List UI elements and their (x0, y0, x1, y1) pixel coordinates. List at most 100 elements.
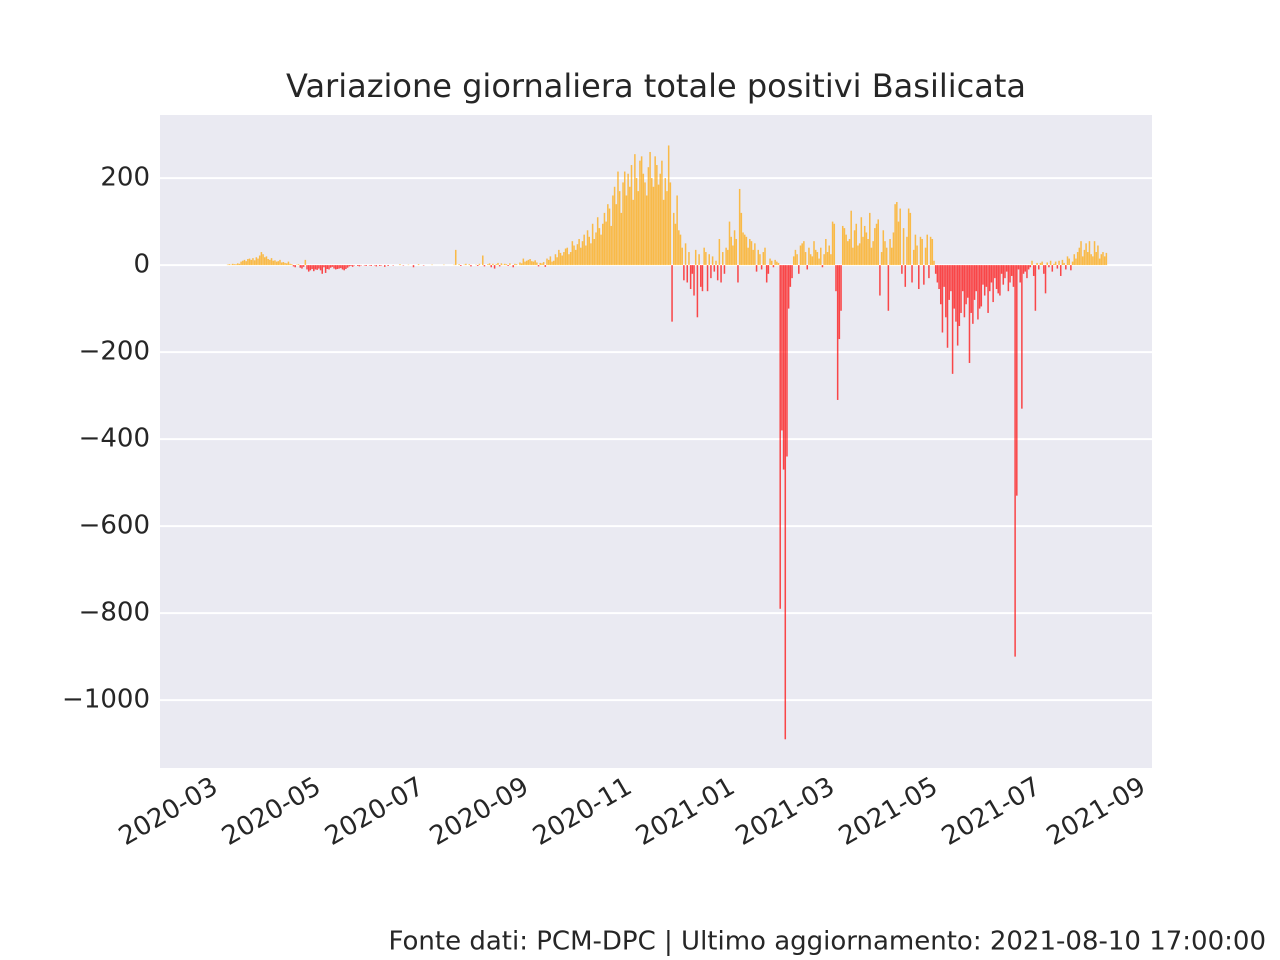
bar (877, 219, 879, 266)
bar (1093, 241, 1096, 266)
bar (1071, 261, 1074, 266)
bar (725, 247, 727, 266)
bar (657, 184, 660, 266)
bar (1044, 265, 1047, 294)
bar (1036, 262, 1038, 266)
bar (468, 264, 471, 266)
bar (865, 232, 868, 266)
bar (329, 265, 332, 268)
bar (343, 265, 345, 271)
bar (745, 236, 748, 266)
bar (384, 265, 386, 267)
bar (307, 265, 310, 272)
bar (1019, 265, 1021, 283)
x-tick-label: 2020-07 (320, 772, 429, 852)
bar (302, 265, 305, 267)
bar (777, 262, 780, 266)
bar (1005, 265, 1008, 272)
bar (336, 265, 339, 270)
bar (292, 265, 295, 267)
bar (1017, 265, 1020, 270)
y-tick-label: 200 (100, 163, 150, 193)
bar (782, 265, 785, 470)
bar (1097, 245, 1099, 266)
bar (334, 265, 337, 270)
bar (512, 265, 514, 268)
bar (718, 238, 721, 266)
bar (578, 238, 580, 266)
bar (678, 230, 680, 266)
bar (233, 264, 236, 266)
bar (231, 263, 234, 266)
bar (740, 212, 743, 266)
bar (840, 265, 842, 311)
bar (951, 265, 954, 374)
bar (603, 212, 606, 266)
bar (755, 265, 758, 272)
bar (838, 265, 841, 340)
bar (1087, 252, 1089, 266)
bar (792, 256, 795, 266)
bar (284, 262, 286, 266)
bar (319, 265, 322, 271)
bar (694, 249, 697, 266)
bar (708, 254, 710, 266)
bar (956, 265, 959, 346)
bar (852, 247, 854, 266)
bar (662, 199, 665, 266)
bar (858, 243, 861, 266)
bar (497, 262, 499, 266)
bar (483, 265, 486, 267)
bar (487, 264, 489, 266)
bar (651, 178, 653, 266)
bar (779, 265, 781, 609)
bar (399, 264, 401, 266)
bar (781, 265, 783, 431)
bar (968, 265, 971, 363)
bar (1054, 261, 1057, 266)
bar (820, 247, 822, 266)
x-tick-label: 2020-05 (217, 772, 326, 852)
bar (899, 208, 901, 266)
bar (505, 264, 508, 266)
bar (813, 241, 815, 266)
bar (1088, 241, 1091, 266)
bar (458, 264, 460, 266)
bar (576, 244, 579, 266)
bar (659, 173, 661, 266)
bar (669, 182, 672, 266)
bar (623, 171, 626, 266)
bar (482, 255, 484, 266)
bar (654, 156, 656, 266)
bar (635, 178, 638, 266)
bar (983, 265, 986, 296)
bar (874, 228, 876, 266)
bar (529, 258, 531, 266)
bar (321, 265, 323, 274)
bar (806, 265, 809, 270)
bar (918, 265, 920, 290)
bar (258, 255, 261, 266)
bar (1021, 265, 1023, 409)
bar (989, 265, 991, 292)
bar (255, 257, 258, 266)
bar (285, 263, 288, 266)
bar (828, 245, 830, 266)
bar (735, 238, 738, 266)
bar (493, 265, 496, 269)
bar (1009, 265, 1011, 283)
bar (547, 259, 550, 266)
bar (738, 188, 741, 266)
bar (987, 265, 989, 313)
bar (495, 264, 498, 266)
bar (532, 261, 535, 266)
bar (586, 230, 589, 266)
bar (1007, 265, 1010, 292)
bar (629, 186, 631, 266)
bar (941, 265, 944, 333)
bar (608, 208, 611, 266)
bar (596, 217, 599, 266)
bar (906, 236, 908, 266)
bar (1038, 265, 1040, 270)
bar (711, 256, 714, 266)
